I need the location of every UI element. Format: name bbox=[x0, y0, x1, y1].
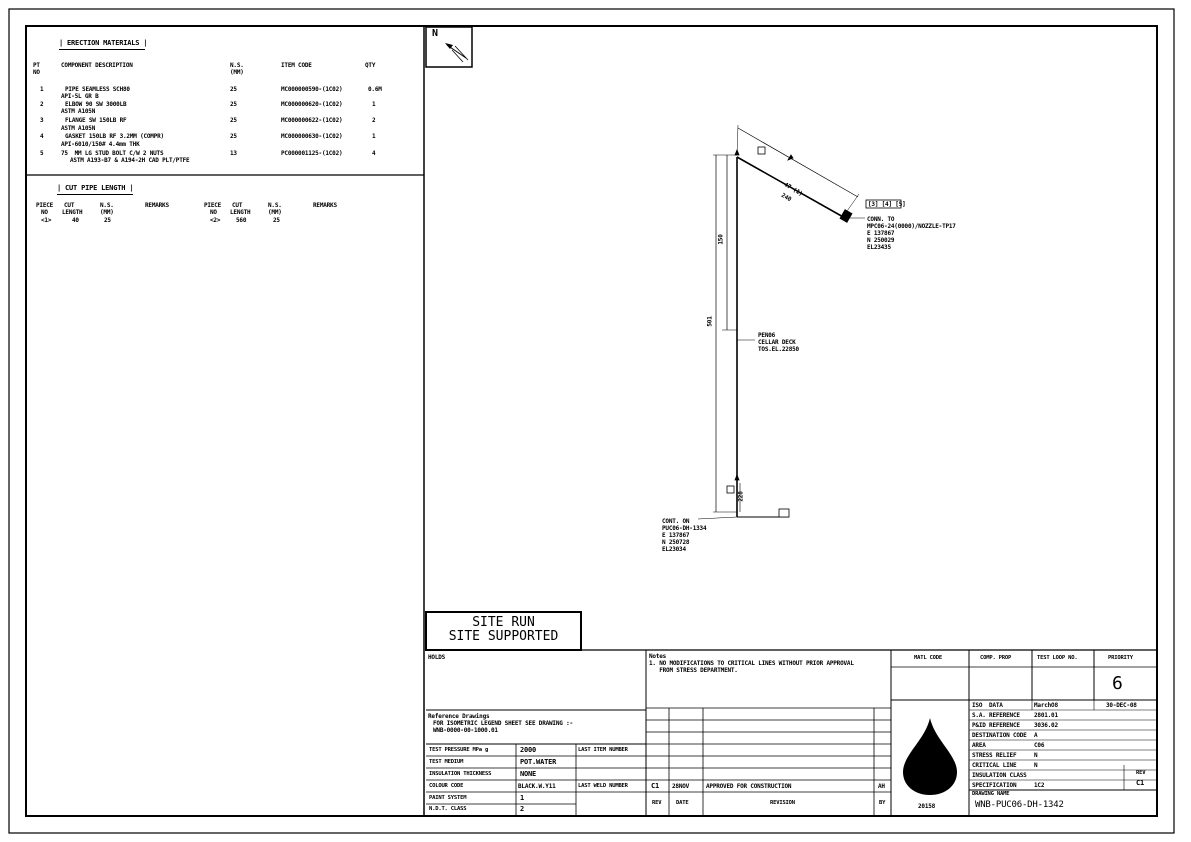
cut-hdr-no2: NO bbox=[210, 209, 217, 216]
notes-label: Notes bbox=[649, 653, 667, 660]
matl-code-header: MATL CODE bbox=[914, 655, 943, 661]
cut-hdr-ns: N.S. bbox=[100, 202, 114, 209]
prop-label: PAINT SYSTEM bbox=[429, 795, 467, 801]
cut-hdr-remarks: REMARKS bbox=[145, 202, 169, 209]
hdr-qty: QTY bbox=[365, 62, 376, 69]
ref-label: Reference Drawings bbox=[428, 713, 490, 720]
iso-date: 30-DEC-08 bbox=[1106, 702, 1137, 709]
cut-hdr-length: LENGTH bbox=[62, 209, 83, 216]
prop-label: INSULATION THICKNESS bbox=[429, 771, 492, 777]
site-run-label: SITE RUN bbox=[472, 615, 535, 630]
info-value: 3036.02 bbox=[1034, 722, 1058, 729]
cut-hdr-cut: CUT bbox=[64, 202, 75, 209]
rev-label: REV bbox=[1136, 770, 1146, 776]
cut-hdr-no: NO bbox=[41, 209, 48, 216]
erection-title: | ERECTION MATERIALS | bbox=[59, 39, 148, 47]
cut-pipe-title: | CUT PIPE LENGTH | bbox=[57, 184, 134, 192]
last-item-number: LAST ITEM NUMBER bbox=[578, 747, 628, 753]
north-label: N bbox=[432, 28, 438, 39]
prop-value: POT.WATER bbox=[520, 758, 557, 766]
info-label: S.A. REFERENCE bbox=[972, 712, 1020, 719]
prop-value: 2 bbox=[520, 805, 525, 813]
prop-value: BLACK.W.Y11 bbox=[518, 783, 556, 790]
cut-hdr-ns2: N.S. bbox=[268, 202, 282, 209]
prop-value: NONE bbox=[520, 770, 537, 778]
info-value: N bbox=[1034, 762, 1038, 769]
ref-2: WNB-0000-00-1000.01 bbox=[433, 727, 498, 734]
by-header: BY bbox=[879, 800, 886, 806]
hdr-item-code: ITEM CODE bbox=[281, 62, 312, 69]
dim-bottom-1: 228 bbox=[737, 491, 745, 502]
info-label: CRITICAL LINE bbox=[972, 762, 1017, 769]
comp-prop-header: COMP. PROP bbox=[980, 655, 1012, 661]
prop-value: 2000 bbox=[520, 746, 537, 754]
info-value: 1C2 bbox=[1034, 782, 1045, 789]
drawing-name: WNB-PUC06-DH-1342 bbox=[975, 800, 1064, 810]
rev-label-value: C1 bbox=[1136, 779, 1145, 787]
info-label: STRESS RELIEF bbox=[972, 752, 1017, 759]
by-value: AH bbox=[878, 783, 885, 790]
date-value: 28NOV bbox=[672, 783, 690, 790]
status-value: APPROVED FOR CONSTRUCTION bbox=[706, 783, 792, 790]
hdr-no: NO bbox=[33, 69, 40, 76]
isometric-pipe bbox=[697, 124, 865, 520]
hdr-desc: COMPONENT DESCRIPTION bbox=[61, 62, 133, 69]
prop-label: N.D.T. CLASS bbox=[429, 806, 467, 812]
dim-vert-2: 501 bbox=[706, 316, 714, 327]
drawing-name-label: DRAWING NAME bbox=[972, 791, 1010, 797]
date-header: DATE bbox=[676, 800, 689, 806]
cut-hdr-mm2: (MM) bbox=[268, 209, 282, 216]
info-value: C06 bbox=[1034, 742, 1045, 749]
cut-hdr-piece: PIECE bbox=[36, 202, 54, 209]
site-supported-label: SITE SUPPORTED bbox=[448, 629, 559, 644]
pipe-fittings bbox=[726, 146, 902, 518]
info-value: N bbox=[1034, 752, 1038, 759]
info-label: AREA bbox=[972, 742, 986, 749]
prop-label: TEST MEDIUM bbox=[429, 759, 464, 765]
info-label: DESTINATION CODE bbox=[972, 732, 1027, 739]
prop-label: COLOUR CODE bbox=[429, 783, 464, 789]
droplet-logo-icon bbox=[903, 718, 957, 795]
hdr-ns: N.S. bbox=[230, 62, 244, 69]
cut-hdr-remarks2: REMARKS bbox=[313, 202, 337, 209]
hdr-ns-unit: (MM) bbox=[230, 69, 244, 76]
iso-data-label: ISO DATA bbox=[972, 702, 1003, 709]
note-1: 1. NO MODIFICATIONS TO CRITICAL LINES WI… bbox=[649, 660, 854, 667]
holds-label: HOLDS bbox=[428, 654, 446, 661]
priority-value: 6 bbox=[1112, 673, 1123, 694]
last-weld-number: LAST WELD NUMBER bbox=[578, 783, 628, 789]
note-1b: FROM STRESS DEPARTMENT. bbox=[649, 667, 738, 674]
prop-label: TEST PRESSURE MPa g bbox=[429, 747, 489, 753]
cut-hdr-mm: (MM) bbox=[100, 209, 114, 216]
priority-header: PRIORITY bbox=[1108, 655, 1133, 661]
cut-hdr-piece2: PIECE bbox=[204, 202, 222, 209]
north-arrow-icon bbox=[445, 43, 469, 63]
flange-tag: [3] [4] [5] bbox=[868, 201, 906, 208]
prop-value: 1 bbox=[520, 794, 525, 802]
rev-header: REV bbox=[652, 800, 662, 806]
rev-value: C1 bbox=[651, 782, 660, 790]
hdr-pt: PT bbox=[33, 62, 40, 69]
dim-vert-1: 150 bbox=[717, 234, 725, 245]
logo-code: 20158 bbox=[918, 803, 936, 810]
info-label: SPECIFICATION bbox=[972, 782, 1017, 789]
iso-data-value: MarchO8 bbox=[1034, 702, 1058, 709]
cut-title-underline bbox=[57, 194, 133, 195]
revision-header: REVISION bbox=[770, 800, 795, 806]
ref-1: FOR ISOMETRIC LEGEND SHEET SEE DRAWING :… bbox=[433, 720, 573, 727]
cut-hdr-length2: LENGTH bbox=[230, 209, 251, 216]
info-label: INSULATION CLASS bbox=[972, 772, 1027, 779]
title-underline bbox=[59, 49, 145, 50]
cut-hdr-cut2: CUT bbox=[232, 202, 243, 209]
info-value: 2801.01 bbox=[1034, 712, 1058, 719]
info-value: A bbox=[1034, 732, 1038, 739]
info-label: P&ID REFERENCE bbox=[972, 722, 1020, 729]
test-loop-header: TEST LOOP NO. bbox=[1037, 655, 1078, 661]
